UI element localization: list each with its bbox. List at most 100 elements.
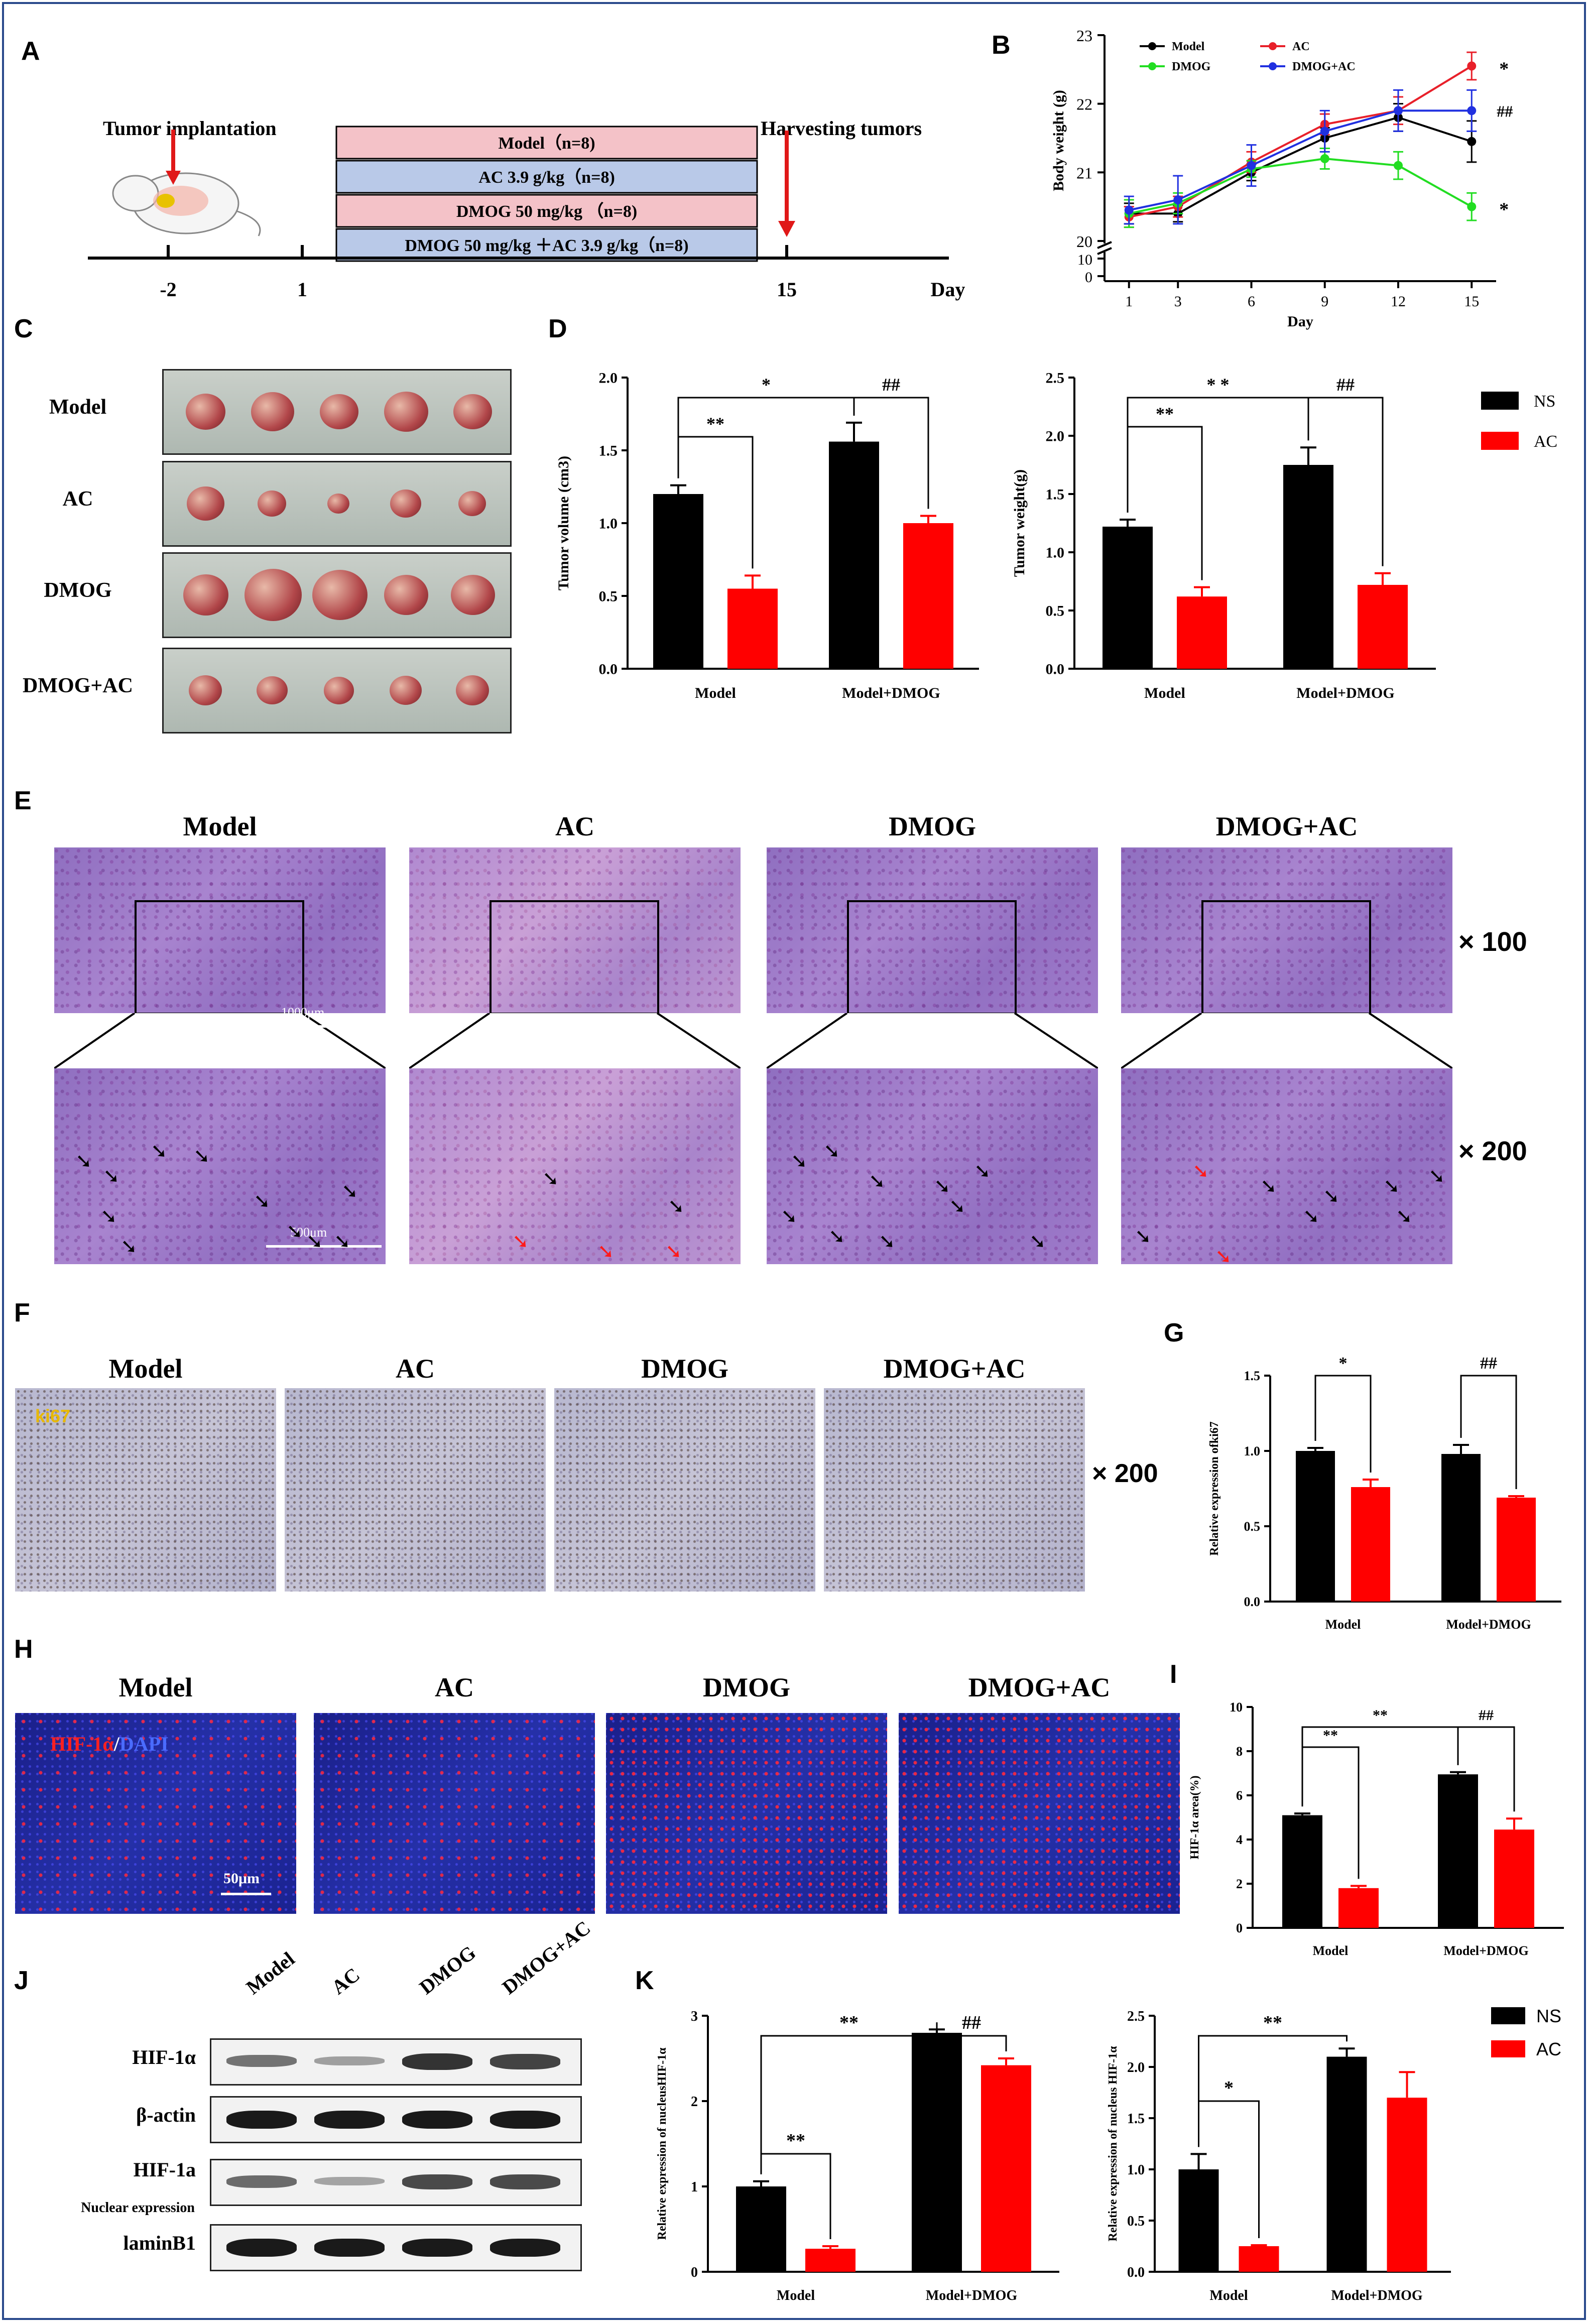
y-tick-label: 1.0 bbox=[599, 516, 618, 532]
pointer-arrow: ➘ bbox=[869, 1170, 886, 1193]
bar bbox=[1283, 465, 1333, 669]
nuclear-hif1a-chart-2: 0.0 0.5 1.0 1.5 2.0 2.5 Relative expression of… bbox=[1107, 2009, 1451, 2303]
ki67-ihc-image bbox=[824, 1388, 1085, 1592]
he-image-100x bbox=[767, 847, 1098, 1013]
annotation: * bbox=[1499, 59, 1509, 80]
body-weight-chart: 20 21 22 23 010 1 3 6 9 12 15 Day Body weight (g) Mod… bbox=[1050, 27, 1513, 330]
scale-bar-label: 500μm bbox=[290, 1225, 327, 1240]
significance-label: * * bbox=[1207, 375, 1230, 395]
dapi-label: DAPI bbox=[119, 1733, 169, 1755]
data-point bbox=[1173, 195, 1183, 204]
x-tick-label: Model+DMOG bbox=[1331, 2288, 1423, 2303]
y-tick-label: 10 bbox=[1230, 1700, 1243, 1715]
panel-label-d: D bbox=[548, 314, 567, 343]
bar bbox=[1351, 1487, 1390, 1602]
scale-bar bbox=[266, 1245, 382, 1248]
pointer-arrow: ➘ bbox=[75, 1150, 92, 1173]
legend-label: Model bbox=[1172, 40, 1205, 53]
significance-label: ** bbox=[706, 414, 724, 434]
annotation: * bbox=[1499, 199, 1509, 220]
y-tick-label: 3 bbox=[691, 2009, 698, 2024]
panel-label-k: K bbox=[635, 1966, 654, 1995]
legend-d: NS AC bbox=[1481, 392, 1557, 451]
x-tick-label: 9 bbox=[1321, 293, 1328, 310]
y-axis-label: Relative expression ofki67 bbox=[1208, 1421, 1221, 1556]
tumor-photo-strip bbox=[162, 552, 512, 638]
tumor-sample bbox=[390, 490, 421, 518]
y-tick-label: 23 bbox=[1076, 27, 1092, 45]
panel-label-h: H bbox=[14, 1635, 33, 1664]
y-tick-label: 1.0 bbox=[1046, 545, 1065, 561]
tumor-sample bbox=[384, 575, 428, 615]
tumor-sample bbox=[384, 392, 428, 432]
tumor-sample bbox=[323, 676, 354, 704]
if-column-title: Model bbox=[118, 1672, 193, 1702]
bar bbox=[1296, 1451, 1335, 1602]
significance-label: ** bbox=[839, 2012, 859, 2033]
significance-label: ** bbox=[1373, 1707, 1388, 1724]
pointer-arrow: ➘ bbox=[1323, 1185, 1340, 1208]
x-tick-label: Model+DMOG bbox=[1296, 685, 1394, 701]
y-tick-label: 0.5 bbox=[1046, 603, 1065, 620]
legend-ns-label: NS bbox=[1534, 392, 1555, 411]
y-tick-label: 1.5 bbox=[599, 443, 618, 459]
pointer-arrow: ➘ bbox=[1303, 1205, 1320, 1228]
y-axis-label: Tumor volume (cm3) bbox=[555, 456, 572, 590]
ki67-ihc-image bbox=[554, 1388, 815, 1592]
tumor-weight-chart: 0.0 0.5 1.0 1.5 2.0 2.5 Tumor weight(g) Model Mo… bbox=[1011, 370, 1436, 701]
zoom-region-box bbox=[135, 900, 304, 1013]
pointer-arrow: ➘ bbox=[1135, 1225, 1152, 1248]
magnification-100x: × 100 bbox=[1458, 927, 1527, 957]
bar bbox=[1497, 1498, 1536, 1602]
zoom-region-box bbox=[847, 900, 1017, 1013]
significance-bracket bbox=[936, 2022, 1007, 2051]
pointer-arrow: ➘ bbox=[665, 1240, 682, 1263]
harvest-arrow bbox=[778, 131, 795, 237]
mouse-icon bbox=[112, 172, 261, 236]
pointer-arrow: ➘ bbox=[100, 1205, 117, 1228]
protein-band bbox=[490, 2111, 560, 2129]
x-tick-label: Model bbox=[1144, 685, 1185, 701]
pointer-arrow: ➘ bbox=[1215, 1245, 1232, 1268]
bar bbox=[1178, 2169, 1219, 2272]
blot-strip bbox=[210, 2224, 582, 2271]
blot-row-label: β-actin bbox=[136, 2104, 196, 2126]
tumor-implantation-label: Tumor implantation bbox=[103, 117, 277, 140]
pointer-arrow: ➘ bbox=[668, 1195, 685, 1218]
y-tick-label: 4 bbox=[1236, 1832, 1243, 1847]
x-tick-label: Model+DMOG bbox=[926, 2288, 1018, 2303]
significance-bracket bbox=[1198, 2035, 1348, 2147]
significance-bracket bbox=[1127, 426, 1203, 580]
protein-band bbox=[314, 2176, 385, 2186]
bar bbox=[1177, 596, 1227, 669]
bar bbox=[981, 2065, 1031, 2272]
hif1a-if-image bbox=[899, 1713, 1180, 1914]
y-tick-label: 1.0 bbox=[1244, 1444, 1261, 1458]
data-point bbox=[1467, 137, 1477, 146]
tumor-sample bbox=[312, 570, 368, 620]
tumor-sample bbox=[320, 394, 358, 429]
protein-band bbox=[402, 2239, 472, 2257]
zoom-lines bbox=[767, 1013, 1098, 1068]
pointer-arrow: ➘ bbox=[974, 1160, 991, 1183]
he-image-200x bbox=[767, 1068, 1098, 1264]
legend-ns-label: NS bbox=[1536, 2006, 1561, 2026]
data-point bbox=[1320, 154, 1329, 163]
data-point bbox=[1467, 106, 1477, 115]
significance-bracket bbox=[1301, 1746, 1360, 1879]
tumor-sample bbox=[257, 676, 288, 704]
y-tick-label: 1.5 bbox=[1244, 1369, 1261, 1383]
pointer-arrow: ➘ bbox=[828, 1225, 845, 1248]
y-tick-label: 2.0 bbox=[599, 370, 618, 387]
pointer-arrow: ➘ bbox=[334, 1230, 351, 1253]
pointer-arrow: ➘ bbox=[1383, 1175, 1400, 1198]
data-point bbox=[1124, 205, 1134, 215]
nuclear-hif1a-chart-1: 0 1 2 3 Relative expression of nucleusHIF-1α… bbox=[656, 2009, 1059, 2303]
tick-minus2: -2 bbox=[160, 278, 176, 301]
significance-label: ## bbox=[882, 375, 900, 395]
panel-label-f: F bbox=[14, 1298, 30, 1327]
tumor-row-label: Model bbox=[49, 396, 107, 419]
if-stain-label: HIF-1α/DAPI bbox=[50, 1732, 169, 1756]
bar bbox=[829, 441, 879, 669]
